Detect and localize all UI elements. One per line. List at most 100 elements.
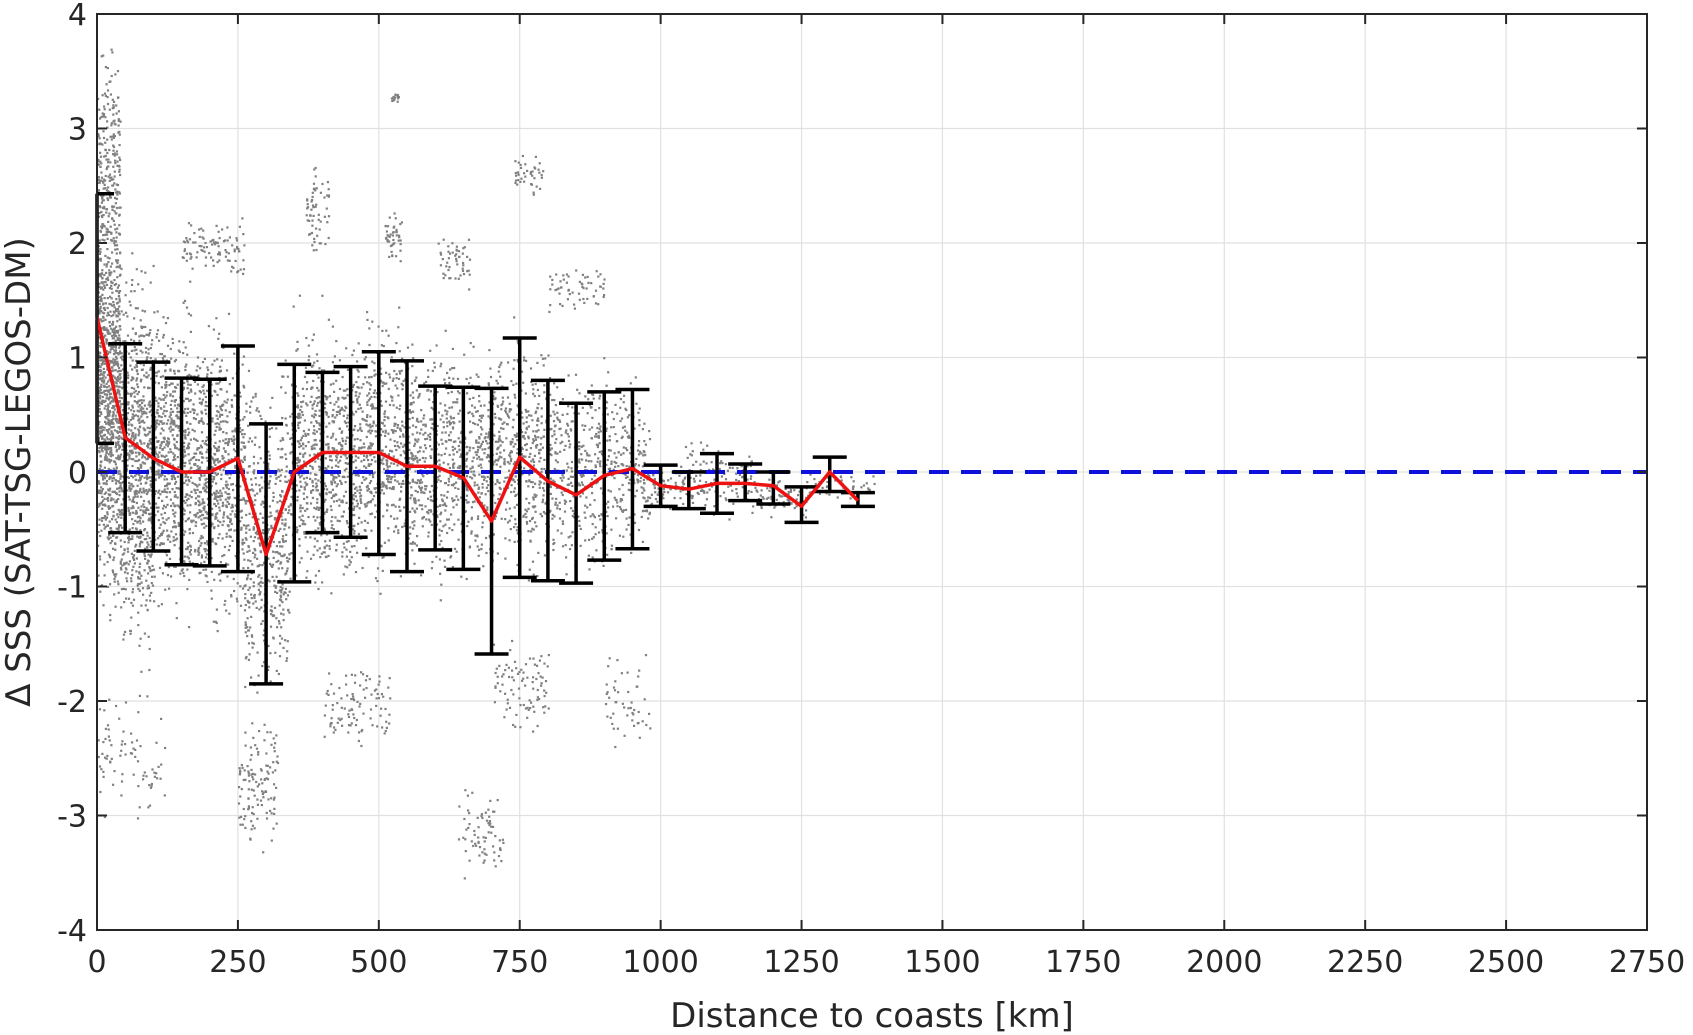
scatter-point xyxy=(162,429,165,432)
scatter-point xyxy=(357,342,360,345)
scatter-point xyxy=(290,451,293,454)
scatter-point xyxy=(107,419,110,422)
scatter-point xyxy=(220,477,223,481)
scatter-point xyxy=(194,497,198,500)
scatter-point xyxy=(184,431,187,434)
scatter-point xyxy=(204,550,207,553)
scatter-point xyxy=(396,480,399,483)
scatter-point xyxy=(205,553,208,556)
scatter-point xyxy=(330,482,333,485)
scatter-point xyxy=(273,614,276,617)
scatter-point xyxy=(166,460,169,463)
scatter-point xyxy=(144,346,148,349)
scatter-point xyxy=(105,265,108,268)
scatter-point xyxy=(113,327,116,330)
scatter-point xyxy=(99,165,102,168)
scatter-point xyxy=(374,577,378,580)
scatter-point xyxy=(148,594,151,597)
scatter-point xyxy=(131,573,134,577)
scatter-point xyxy=(456,390,460,393)
scatter-point xyxy=(242,436,245,439)
scatter-point xyxy=(369,513,372,516)
scatter-point xyxy=(398,498,401,501)
scatter-point xyxy=(222,420,225,423)
scatter-point xyxy=(186,353,189,356)
scatter-point xyxy=(451,347,454,350)
scatter-point xyxy=(117,338,120,341)
scatter-point xyxy=(161,531,164,534)
scatter-point xyxy=(106,311,109,314)
scatter-point xyxy=(177,466,180,469)
scatter-point xyxy=(160,420,163,423)
scatter-point xyxy=(115,325,118,328)
scatter-point xyxy=(164,364,167,367)
scatter-point xyxy=(188,459,191,462)
scatter-point xyxy=(268,454,271,457)
scatter-point xyxy=(277,559,280,562)
scatter-point xyxy=(312,416,316,419)
scatter-point xyxy=(162,542,165,545)
scatter-point xyxy=(186,547,189,551)
scatter-point xyxy=(199,537,202,540)
scatter-point xyxy=(103,438,106,441)
scatter-point xyxy=(318,465,321,468)
scatter-point xyxy=(245,578,249,581)
scatter-point xyxy=(252,396,255,399)
scatter-point xyxy=(134,459,137,463)
scatter-point xyxy=(319,439,322,442)
scatter-point xyxy=(176,504,179,507)
scatter-point xyxy=(185,547,188,551)
scatter-point xyxy=(99,117,102,120)
scatter-point xyxy=(155,473,158,476)
scatter-point xyxy=(141,461,144,464)
scatter-point xyxy=(315,489,318,492)
scatter-point xyxy=(419,487,422,490)
scatter-point xyxy=(312,485,315,488)
scatter-point xyxy=(282,535,285,538)
scatter-point xyxy=(231,510,234,513)
scatter-point xyxy=(274,551,277,554)
scatter-point xyxy=(121,413,124,417)
scatter-point xyxy=(224,442,227,445)
scatter-point xyxy=(240,498,243,501)
scatter-point xyxy=(175,480,178,483)
scatter-point xyxy=(137,611,140,614)
scatter-point xyxy=(240,448,243,451)
scatter-point xyxy=(116,375,120,378)
scatter-point xyxy=(230,506,233,509)
scatter-point xyxy=(204,395,207,399)
scatter-point xyxy=(244,603,247,607)
scatter-point xyxy=(337,410,340,413)
scatter-point xyxy=(106,67,109,70)
scatter-point xyxy=(173,504,176,507)
scatter-point xyxy=(227,443,230,446)
scatter-point xyxy=(274,651,277,654)
scatter-point xyxy=(304,481,307,484)
scatter-point xyxy=(470,518,473,521)
scatter-point xyxy=(97,531,100,534)
scatter-point xyxy=(109,225,112,228)
scatter-point xyxy=(374,460,377,463)
scatter-point xyxy=(329,401,332,404)
scatter-point xyxy=(114,417,117,420)
scatter-point xyxy=(112,547,115,550)
scatter-point xyxy=(191,456,194,459)
scatter-point xyxy=(253,556,256,559)
scatter-point xyxy=(210,383,213,386)
scatter-point xyxy=(130,474,133,477)
scatter-point xyxy=(166,503,169,506)
scatter-point xyxy=(223,511,226,514)
scatter-point xyxy=(251,563,254,566)
scatter-point xyxy=(189,553,192,556)
scatter-point xyxy=(401,424,404,427)
scatter-point xyxy=(381,569,384,572)
scatter-point xyxy=(160,454,163,457)
scatter-point xyxy=(136,521,139,524)
scatter-point xyxy=(242,498,245,501)
scatter-point xyxy=(145,412,148,415)
scatter-point xyxy=(395,406,398,409)
scatter-point xyxy=(134,489,138,492)
scatter-point xyxy=(151,569,154,572)
scatter-point xyxy=(227,487,230,491)
scatter-point xyxy=(401,388,404,391)
